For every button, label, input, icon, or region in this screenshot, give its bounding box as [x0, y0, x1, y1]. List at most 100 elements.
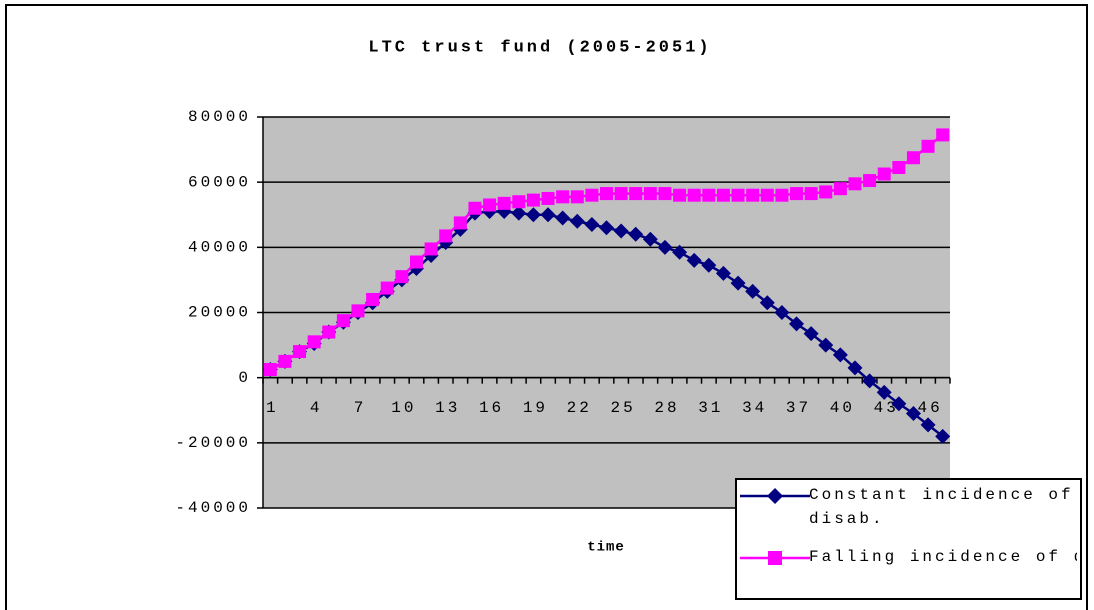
square-marker: [833, 182, 847, 196]
x-tick-label: 31: [698, 399, 723, 417]
square-marker: [585, 188, 599, 202]
square-marker: [716, 188, 730, 202]
square-marker: [892, 161, 906, 175]
diamond-marker: [613, 223, 629, 239]
x-tick-label: 28: [654, 399, 679, 417]
square-marker: [819, 185, 833, 199]
diamond-marker: [569, 213, 585, 229]
diamond-marker: [832, 347, 848, 363]
legend-label: Constant incidence of disab.: [809, 486, 1074, 528]
diamond-marker: [767, 488, 783, 504]
square-marker: [380, 281, 394, 295]
x-tick-label: 37: [786, 399, 811, 417]
square-marker: [263, 363, 277, 377]
diamond-marker: [745, 283, 761, 299]
square-marker: [278, 354, 292, 368]
diamond-marker: [876, 384, 892, 400]
square-marker: [906, 151, 920, 165]
square-marker: [322, 325, 336, 339]
diamond-marker: [642, 231, 658, 247]
legend: Constant incidence of disab. Falling inci…: [735, 478, 1082, 600]
square-marker: [556, 190, 570, 204]
diamond-marker: [789, 316, 805, 332]
diamond-marker: [599, 220, 614, 236]
x-tick-label: 34: [742, 399, 767, 417]
legend-label: Falling incidence of disab.: [809, 548, 1077, 566]
square-marker: [439, 229, 453, 243]
square-marker: [746, 188, 760, 202]
diamond-marker: [540, 207, 556, 223]
square-marker: [483, 198, 497, 212]
square-marker: [643, 187, 657, 201]
square-marker: [409, 255, 423, 269]
x-tick-label: 43: [874, 399, 899, 417]
square-marker: [936, 128, 950, 142]
square-marker: [731, 188, 745, 202]
diamond-marker: [701, 257, 717, 273]
square-marker: [526, 193, 540, 207]
diamond-marker: [686, 252, 702, 268]
x-tick-label: 19: [523, 399, 548, 417]
legend-swatch: [740, 488, 810, 504]
diamond-marker: [555, 210, 571, 226]
square-marker: [336, 314, 350, 328]
square-marker: [775, 188, 789, 202]
x-tick-label: 25: [611, 399, 636, 417]
square-marker: [848, 177, 862, 191]
diamond-marker: [672, 244, 688, 260]
x-axis-label: time: [587, 540, 625, 556]
square-marker: [760, 188, 774, 202]
x-tick-label: 22: [567, 399, 592, 417]
y-tick-label: 20000: [188, 304, 251, 322]
square-marker: [673, 188, 687, 202]
square-marker: [702, 188, 716, 202]
diamond-marker: [803, 326, 819, 342]
square-marker: [629, 187, 643, 201]
square-marker: [424, 242, 438, 256]
square-marker: [453, 216, 467, 230]
diamond-marker: [511, 205, 527, 221]
x-tick-label: 4: [310, 399, 323, 417]
square-marker: [687, 188, 701, 202]
diamond-marker: [818, 337, 834, 353]
square-marker: [395, 270, 409, 284]
x-tick-label: 10: [391, 399, 416, 417]
diamond-marker: [525, 207, 541, 223]
square-marker: [512, 195, 526, 209]
square-marker: [863, 174, 877, 188]
diamond-marker: [905, 406, 921, 422]
square-marker: [877, 167, 891, 181]
diamond-marker: [628, 226, 644, 242]
diamond-marker: [759, 295, 775, 311]
x-tick-label: 13: [435, 399, 460, 417]
square-marker: [600, 187, 613, 201]
y-tick-label: 80000: [188, 108, 251, 126]
square-marker: [497, 196, 511, 210]
square-marker: [468, 201, 482, 215]
square-marker: [541, 191, 555, 205]
diamond-marker: [891, 396, 907, 412]
diamond-marker: [584, 217, 600, 233]
y-tick-label: 40000: [188, 239, 251, 257]
diamond-marker: [715, 265, 731, 281]
square-marker: [614, 187, 628, 201]
square-marker: [307, 335, 321, 349]
x-tick-label: 40: [830, 399, 855, 417]
square-marker: [768, 551, 782, 565]
diamond-marker: [920, 417, 936, 433]
square-marker: [921, 139, 935, 153]
square-marker: [658, 187, 672, 201]
diamond-marker: [862, 373, 878, 389]
x-tick-label: 7: [354, 399, 367, 417]
square-marker: [790, 187, 804, 201]
y-tick-label: -20000: [175, 434, 251, 452]
square-marker: [804, 187, 818, 201]
chart-title: LTC trust fund (2005-2051): [368, 38, 711, 57]
diamond-marker: [935, 428, 951, 444]
square-marker: [366, 292, 380, 306]
x-tick-label: 1: [266, 399, 279, 417]
diamond-marker: [847, 360, 863, 376]
square-marker: [570, 190, 584, 204]
